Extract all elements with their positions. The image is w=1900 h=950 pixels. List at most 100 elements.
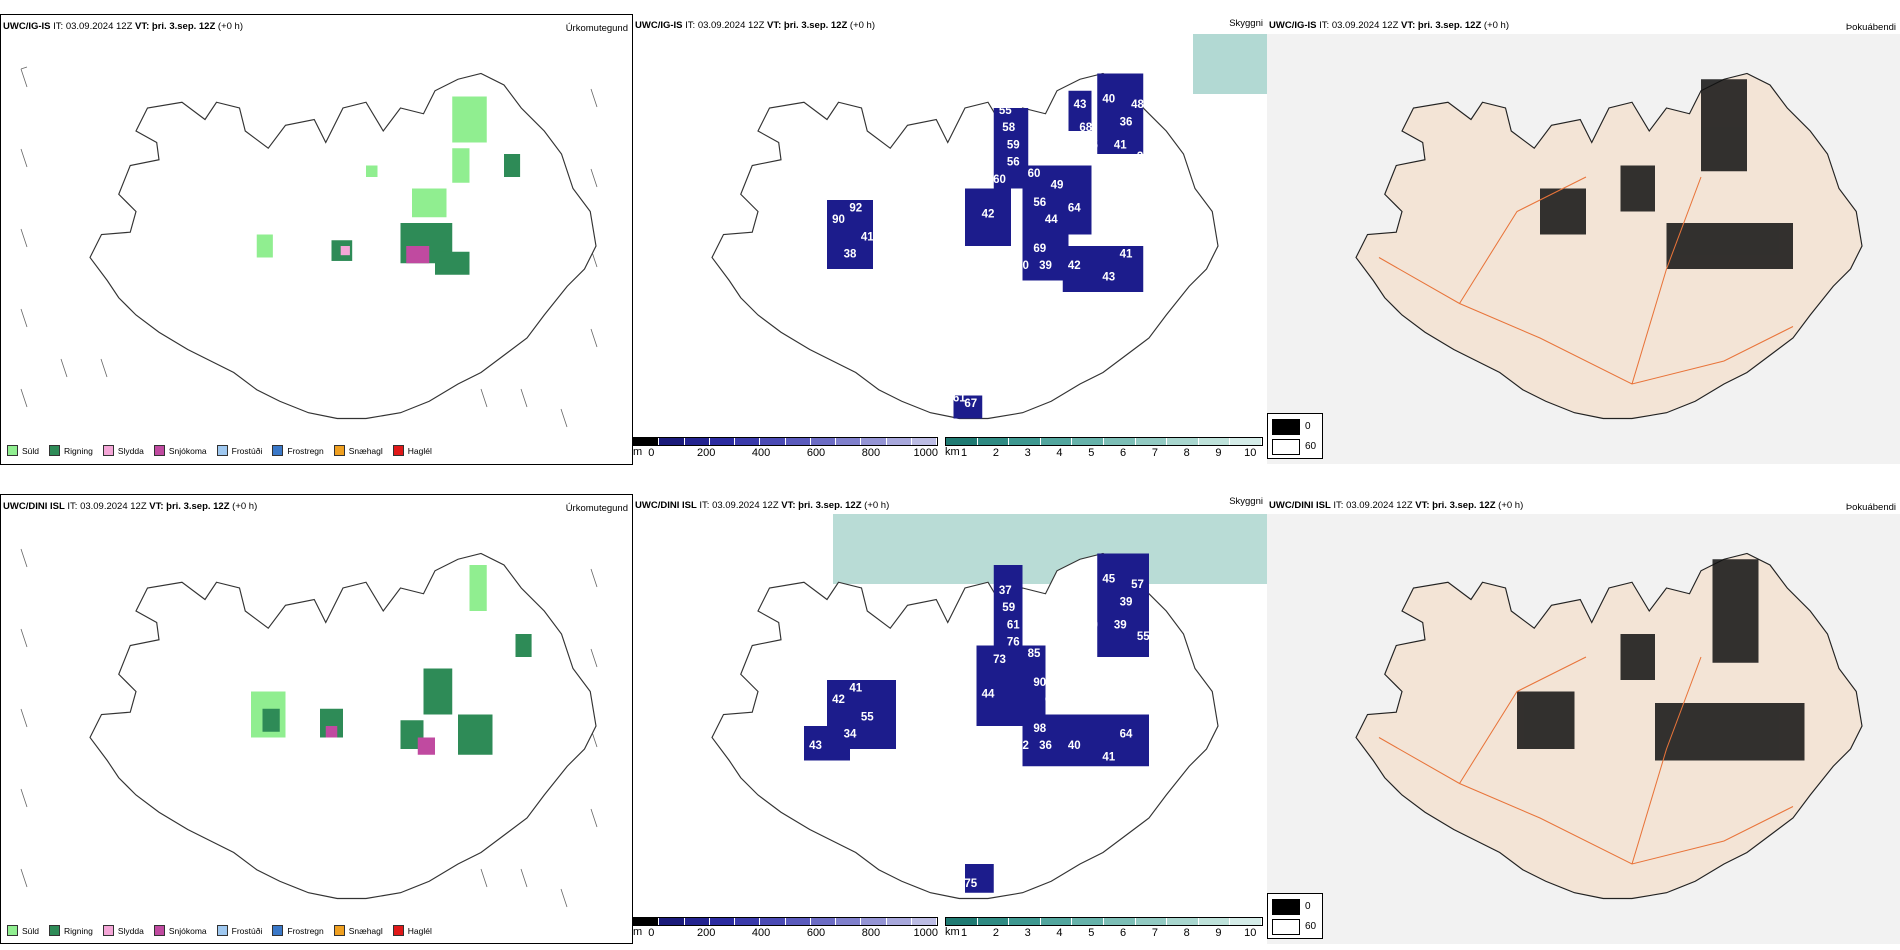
cloud-base-label: 58 xyxy=(1079,602,1092,614)
colorbar-tick-label: 1 xyxy=(961,447,968,459)
cloud-base-label: 90 xyxy=(1033,677,1046,689)
cloud-areas xyxy=(804,553,1149,893)
colorbar-tick-label: 4 xyxy=(1056,447,1063,459)
cloud-base-label: 55 xyxy=(861,711,874,723)
colorbar-segment xyxy=(735,918,761,925)
colorbar-tick-label: 1000 xyxy=(913,447,939,459)
colorbar-tick-label: 0 xyxy=(648,447,655,459)
precip-legend: Súld Rigning Slydda Snjókoma Frostúði Fr… xyxy=(7,445,432,456)
cloud-base-label: 42 xyxy=(832,694,845,706)
cloud-base-label: 56 xyxy=(1007,157,1020,169)
visibility-colorbar-strip xyxy=(945,917,1263,926)
cloud-base-label: 92 xyxy=(849,203,862,215)
cloud-areas xyxy=(827,73,1144,419)
colorbar-segment xyxy=(946,918,978,925)
fog-key-swatch xyxy=(1272,899,1300,915)
cloud-base-label: 59 xyxy=(1007,139,1020,151)
colorbar-segment xyxy=(886,918,912,925)
cloud-base-label: 38 xyxy=(844,249,857,261)
cloud-base-label: 58 xyxy=(1002,122,1015,134)
legend-swatch xyxy=(333,445,345,456)
legend-swatch xyxy=(49,445,61,456)
field-title: Þokuábendi xyxy=(1845,502,1896,513)
cloud-base-label: 61 xyxy=(1051,660,1064,672)
colorbar-tick-label: 400 xyxy=(751,447,771,459)
cloud-base-label: 64 xyxy=(1068,203,1081,215)
colorbar-segment xyxy=(1167,918,1199,925)
cloud-base-label: 69 xyxy=(1033,243,1046,255)
field-title: Skyggni xyxy=(1229,18,1263,29)
cloud-base-label: 66 xyxy=(1045,694,1058,706)
colorbar-tick-label: 3 xyxy=(1024,447,1031,459)
legend-swatch xyxy=(216,925,228,936)
colorbar-segment xyxy=(1040,438,1073,445)
fog-key-swatch xyxy=(1272,919,1300,935)
cloud-base-label: 73 xyxy=(993,654,1006,666)
colorbar-segment xyxy=(709,438,735,445)
colorbar-tick-label: 800 xyxy=(861,447,881,459)
cloud-base-label: 42 xyxy=(1068,260,1081,272)
cloud-base-label: 39 xyxy=(1114,619,1127,631)
height-colorbar-strip xyxy=(633,437,938,446)
legend-item: Slydda xyxy=(102,445,144,456)
legend-swatch xyxy=(392,445,404,456)
fog-key-label: 0 xyxy=(1305,421,1311,432)
cloud-base-label: 55 xyxy=(999,105,1012,117)
legend-item: Haglél xyxy=(392,445,432,456)
precip-map xyxy=(20,548,598,908)
cloud-base-label: 60 xyxy=(993,174,1006,186)
cloud-base-label: 34 xyxy=(844,729,857,741)
panel-header: UWC/IG-IS IT: 03.09.2024 12Z VT: þri. 3.… xyxy=(1269,20,1510,31)
legend-swatch xyxy=(49,925,61,936)
cloud-base-label: 41 xyxy=(861,231,874,243)
cloud-base-label: 48 xyxy=(1131,99,1144,111)
colorbar-tick-label: 6 xyxy=(1120,927,1127,939)
legend-swatch xyxy=(216,445,228,456)
legend-item: Snæhagl xyxy=(333,925,383,936)
cloud-base-label: 44 xyxy=(982,688,995,700)
cloud-base-label: 90 xyxy=(832,214,845,226)
visibility-colorbar-bottom: 1 2 3 4 5 6 7 8 9 10 km xyxy=(945,917,1263,939)
visibility-colorbar-strip xyxy=(945,437,1263,446)
cloud-base-label: 44 xyxy=(1045,214,1058,226)
colorbar-segment xyxy=(1230,918,1262,925)
colorbar-segment xyxy=(1135,438,1168,445)
legend-item: Snjókoma xyxy=(153,445,207,456)
visibility-colorbar-ticks: 1 2 3 4 5 6 7 8 9 10 xyxy=(945,927,1263,939)
cloud-base-label: 31 xyxy=(1068,683,1081,695)
fog-key-bottom: 0 60 xyxy=(1267,893,1323,939)
legend-swatch xyxy=(333,925,345,936)
colorbar-segment xyxy=(709,918,735,925)
cloud-base-label: 56 xyxy=(1033,197,1046,209)
colorbar-segment xyxy=(1072,918,1104,925)
legend-item: Frostúði xyxy=(216,445,262,456)
fog-panel-top: UWC/IG-IS IT: 03.09.2024 12Z VT: þri. 3.… xyxy=(1267,14,1900,465)
precip-panel-bottom: UWC/DINI ISL IT: 03.09.2024 12Z VT: þri.… xyxy=(0,494,633,944)
cloud-base-label: 36 xyxy=(1137,151,1150,163)
cloud-base-label: 42 xyxy=(1016,740,1029,752)
colorbar-tick-label: 2 xyxy=(992,927,999,939)
cloud-base-label: 39 xyxy=(1120,596,1133,608)
colorbar-tick-label: 800 xyxy=(861,927,881,939)
colorbar-tick-label: 4 xyxy=(1056,927,1063,939)
colorbar-segment xyxy=(1009,438,1041,445)
colorbar-tick-label: 5 xyxy=(1088,927,1095,939)
visibility-unit: km xyxy=(945,926,960,938)
cloud-base-label: 68 xyxy=(1079,122,1092,134)
cloud-base-label: 64 xyxy=(1120,729,1133,741)
colorbar-segment xyxy=(861,918,887,925)
legend-swatch xyxy=(7,925,18,936)
cloud-base-label: 31 xyxy=(930,723,943,735)
colorbar-segment xyxy=(977,918,1010,925)
colorbar-segment xyxy=(886,438,912,445)
fog-key-top: 0 60 xyxy=(1267,413,1323,459)
colorbar-tick-label: 600 xyxy=(806,927,826,939)
colorbar-segment xyxy=(810,918,836,925)
cloud-panel-top: UWC/IG-IS IT: 03.09.2024 12Z VT: þri. 3.… xyxy=(633,14,1267,465)
colorbar-segment xyxy=(634,918,660,925)
legend-item: Frostregn xyxy=(272,925,324,936)
height-colorbar-top: 0 200 400 600 800 1000 m xyxy=(633,437,938,459)
height-colorbar-bottom: 0 200 400 600 800 1000 m xyxy=(633,917,938,939)
fog-key-label: 60 xyxy=(1305,921,1317,932)
